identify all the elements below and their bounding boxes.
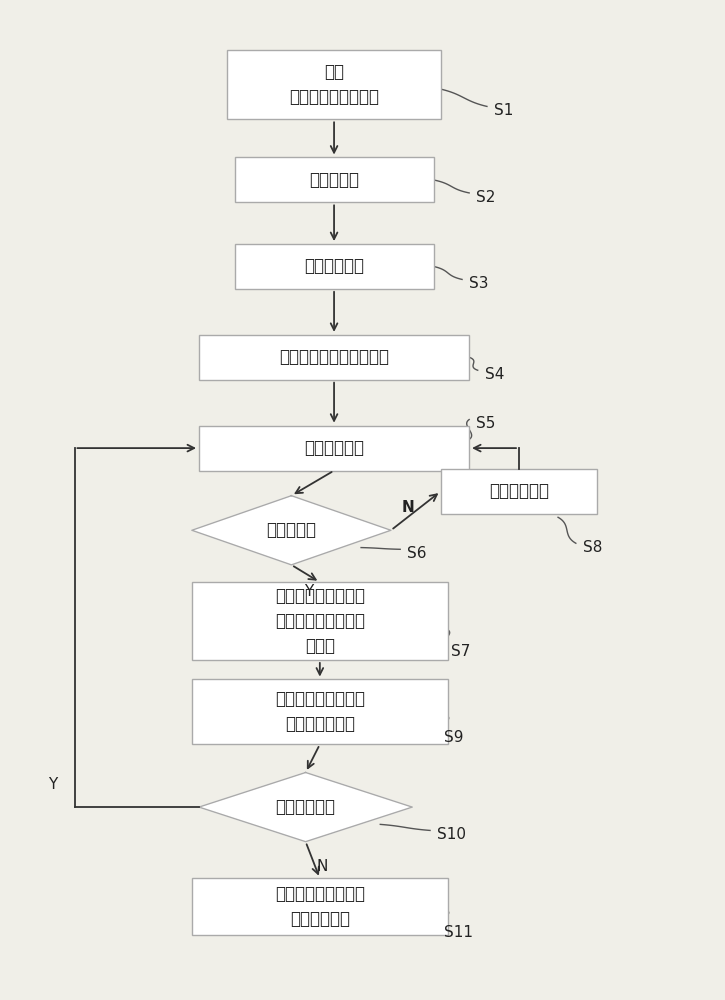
Text: 求解系统潮流: 求解系统潮流: [304, 439, 364, 457]
Text: 计算损失负荷，求取
连锁事件概率: 计算损失负荷，求取 连锁事件概率: [275, 885, 365, 928]
Text: S10: S10: [437, 827, 466, 842]
Text: N: N: [402, 500, 415, 515]
Text: S6: S6: [407, 546, 427, 561]
Text: 平衡系统总负荷和总出力: 平衡系统总负荷和总出力: [279, 348, 389, 366]
Text: S9: S9: [444, 730, 464, 745]
Text: Y: Y: [304, 584, 313, 599]
FancyBboxPatch shape: [234, 157, 434, 202]
Text: S8: S8: [583, 540, 602, 555]
FancyBboxPatch shape: [199, 426, 469, 471]
Text: 建立
交直流混联电力系统: 建立 交直流混联电力系统: [289, 63, 379, 106]
Polygon shape: [199, 772, 413, 842]
Text: 设定初始故障: 设定初始故障: [304, 257, 364, 275]
Text: 有线路开断？: 有线路开断？: [276, 798, 336, 816]
Text: 模拟交流连锁故障，
建立故障树表达: 模拟交流连锁故障， 建立故障树表达: [275, 690, 365, 733]
Text: S1: S1: [494, 103, 513, 118]
Text: 检查各直流换流母线
电压，如小于设定值
则锁闭: 检查各直流换流母线 电压，如小于设定值 则锁闭: [275, 587, 365, 655]
Text: Y: Y: [49, 777, 58, 792]
FancyBboxPatch shape: [441, 469, 597, 514]
Text: S11: S11: [444, 925, 473, 940]
FancyBboxPatch shape: [199, 335, 469, 380]
Text: 潮流收敛？: 潮流收敛？: [266, 521, 316, 539]
Text: 切除部分负荷: 切除部分负荷: [489, 482, 549, 500]
FancyBboxPatch shape: [192, 679, 448, 744]
FancyBboxPatch shape: [192, 582, 448, 660]
Text: N: N: [316, 859, 328, 874]
Text: 初始化系统: 初始化系统: [309, 171, 359, 189]
Text: S2: S2: [476, 190, 496, 205]
Polygon shape: [192, 496, 391, 565]
Text: S5: S5: [476, 416, 496, 431]
Text: S4: S4: [485, 367, 504, 382]
FancyBboxPatch shape: [228, 50, 441, 119]
Text: S7: S7: [452, 644, 471, 659]
FancyBboxPatch shape: [192, 878, 448, 935]
FancyBboxPatch shape: [234, 244, 434, 289]
Text: S3: S3: [469, 276, 489, 291]
